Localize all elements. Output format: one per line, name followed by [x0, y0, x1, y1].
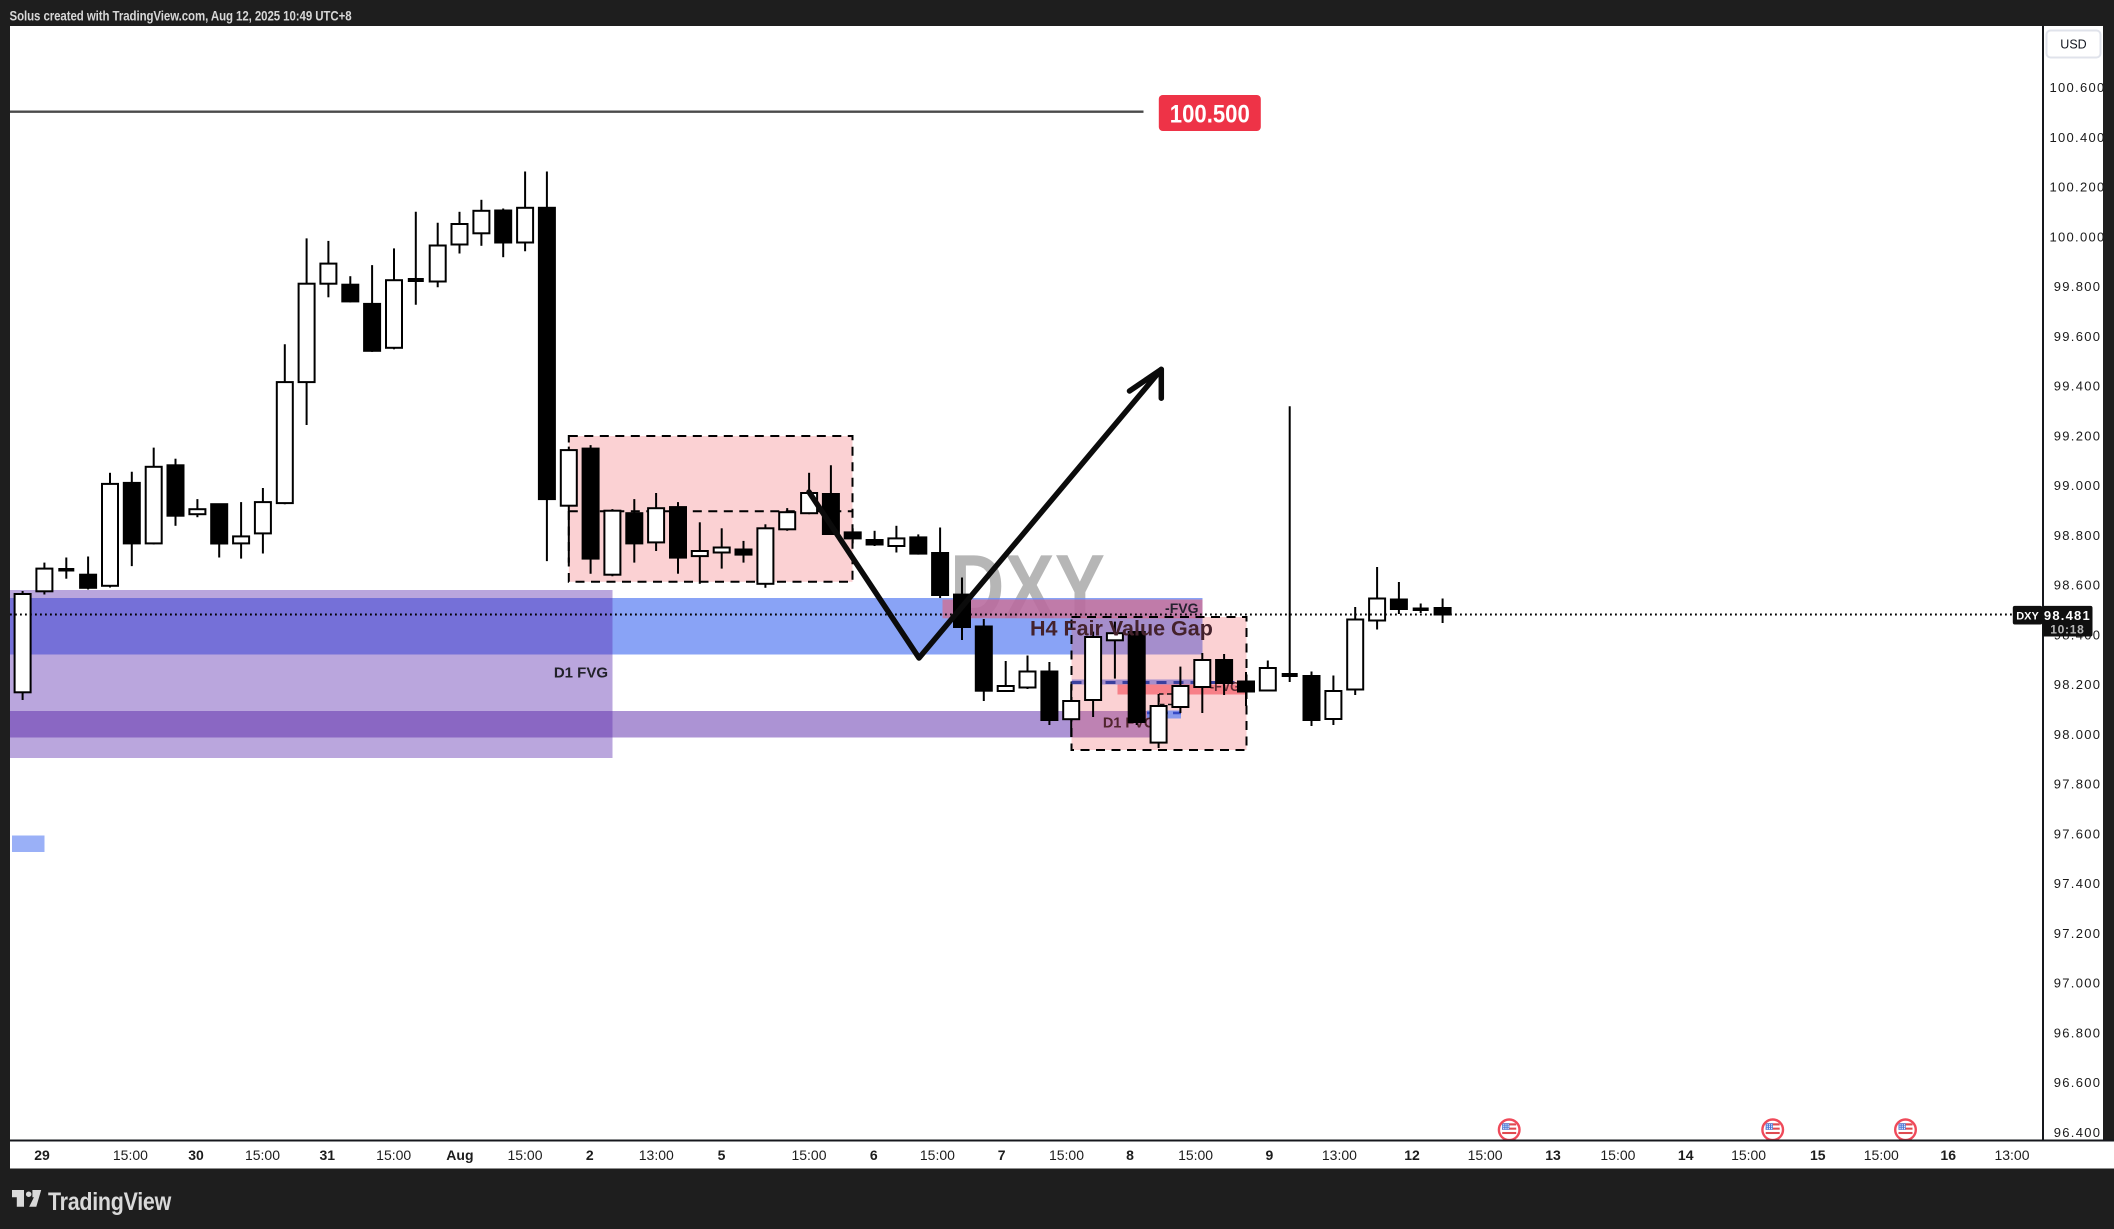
svg-text:97.800: 97.800 — [2054, 777, 2102, 792]
svg-text:99.200: 99.200 — [2054, 429, 2102, 444]
svg-text:15:00: 15:00 — [376, 1147, 411, 1163]
svg-text:15:00: 15:00 — [1049, 1147, 1084, 1163]
svg-text:13:00: 13:00 — [1994, 1147, 2029, 1163]
svg-text:7: 7 — [998, 1147, 1006, 1163]
svg-text:99.400: 99.400 — [2054, 379, 2102, 394]
svg-text:10:18: 10:18 — [2050, 622, 2084, 636]
svg-text:15:00: 15:00 — [1178, 1147, 1213, 1163]
svg-text:14: 14 — [1678, 1147, 1694, 1163]
svg-text:16: 16 — [1940, 1147, 1956, 1163]
svg-text:97.600: 97.600 — [2054, 827, 2102, 842]
svg-text:98.000: 98.000 — [2054, 727, 2102, 742]
svg-text:12: 12 — [1404, 1147, 1420, 1163]
svg-text:-FVG: -FVG — [1165, 600, 1199, 616]
svg-text:97.200: 97.200 — [2054, 926, 2102, 941]
svg-text:100.400: 100.400 — [2049, 130, 2105, 145]
svg-text:100.600: 100.600 — [2049, 80, 2105, 95]
svg-text:15:00: 15:00 — [1864, 1147, 1899, 1163]
svg-text:100.500: 100.500 — [1170, 101, 1250, 129]
svg-text:96.800: 96.800 — [2054, 1026, 2102, 1041]
svg-text:96.400: 96.400 — [2054, 1125, 2102, 1140]
svg-text:98.600: 98.600 — [2054, 578, 2102, 593]
svg-text:13: 13 — [1545, 1147, 1561, 1163]
svg-text:15:00: 15:00 — [113, 1147, 148, 1163]
svg-text:98.200: 98.200 — [2054, 677, 2102, 692]
svg-text:5: 5 — [718, 1147, 726, 1163]
svg-text:13:00: 13:00 — [1322, 1147, 1357, 1163]
svg-text:97.400: 97.400 — [2054, 876, 2102, 891]
svg-text:9: 9 — [1266, 1147, 1274, 1163]
svg-text:15:00: 15:00 — [1731, 1147, 1766, 1163]
svg-text:TradingView: TradingView — [48, 1188, 172, 1216]
svg-text:15:00: 15:00 — [245, 1147, 280, 1163]
svg-text:30: 30 — [188, 1147, 204, 1163]
svg-text:31: 31 — [320, 1147, 336, 1163]
svg-text:6: 6 — [870, 1147, 878, 1163]
svg-text:15:00: 15:00 — [507, 1147, 542, 1163]
svg-text:8: 8 — [1126, 1147, 1134, 1163]
svg-text:2: 2 — [586, 1147, 594, 1163]
svg-text:15:00: 15:00 — [920, 1147, 955, 1163]
svg-text:13:00: 13:00 — [639, 1147, 674, 1163]
svg-text:29: 29 — [34, 1147, 50, 1163]
svg-text:98.800: 98.800 — [2054, 528, 2102, 543]
svg-text:Aug: Aug — [446, 1147, 473, 1163]
svg-text:100.000: 100.000 — [2049, 230, 2105, 245]
svg-text:H4 Fair Value Gap: H4 Fair Value Gap — [1030, 617, 1213, 641]
svg-text:USD: USD — [2060, 38, 2086, 52]
svg-text:96.600: 96.600 — [2054, 1075, 2102, 1090]
svg-text:D1 FVG: D1 FVG — [554, 665, 608, 682]
svg-text:99.800: 99.800 — [2054, 279, 2102, 294]
svg-text:99.600: 99.600 — [2054, 329, 2102, 344]
svg-text:DXY: DXY — [2016, 610, 2039, 622]
svg-text:15: 15 — [1810, 1147, 1826, 1163]
svg-text:Solus created with TradingView: Solus created with TradingView.com, Aug … — [10, 8, 352, 24]
svg-text:99.000: 99.000 — [2054, 478, 2102, 493]
svg-text:15:00: 15:00 — [1600, 1147, 1635, 1163]
svg-text:15:00: 15:00 — [1468, 1147, 1503, 1163]
svg-text:15:00: 15:00 — [791, 1147, 826, 1163]
svg-text:98.481: 98.481 — [2044, 608, 2091, 623]
svg-text:100.200: 100.200 — [2049, 180, 2105, 195]
svg-text:97.000: 97.000 — [2054, 976, 2102, 991]
